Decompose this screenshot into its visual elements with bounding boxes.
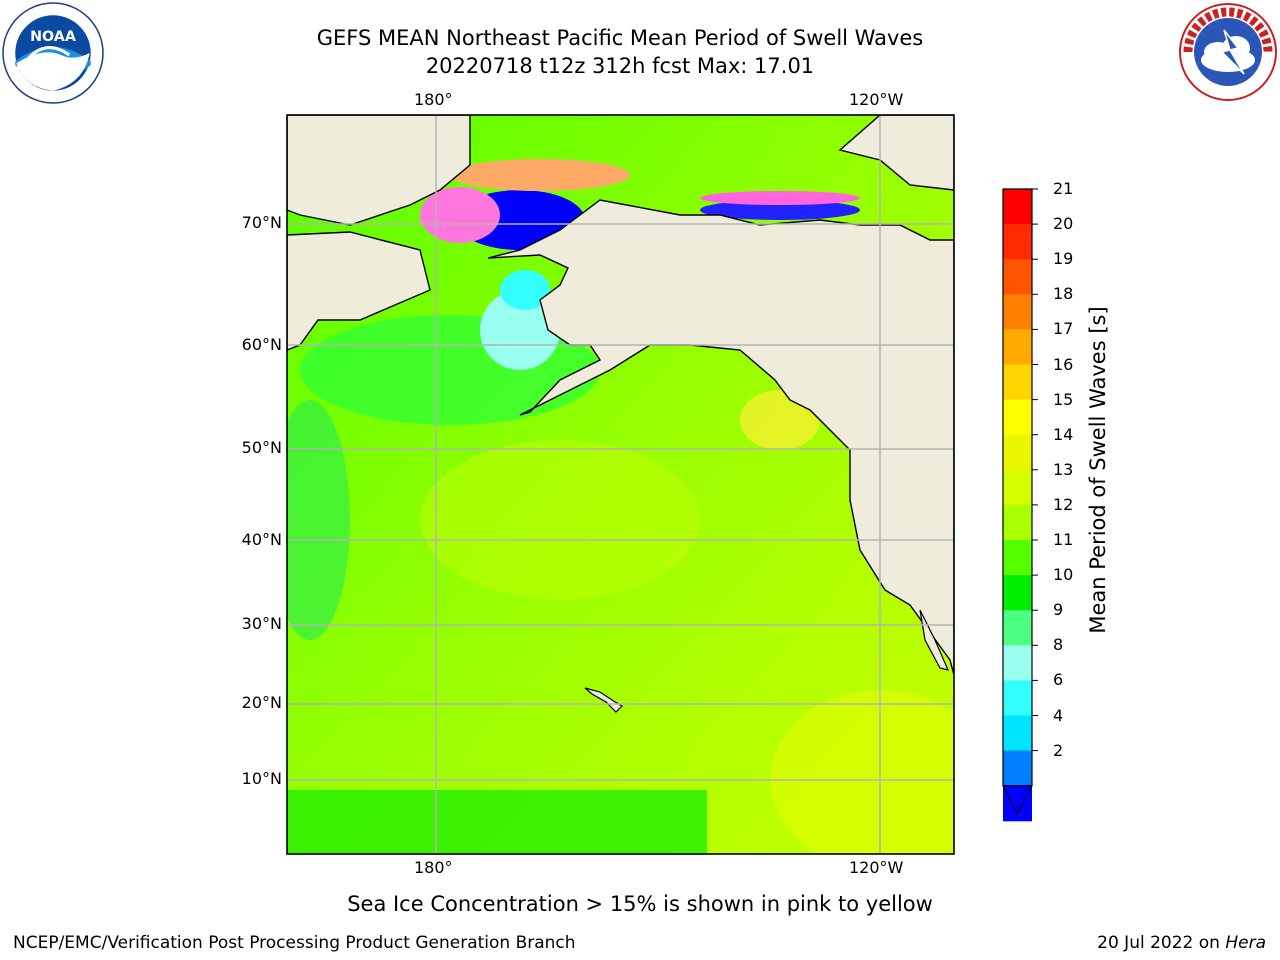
lat-label-10n: 10°N	[241, 769, 282, 788]
colorbar-segment	[1003, 434, 1032, 471]
east-pacific-long-period	[770, 690, 954, 854]
map-frame	[286, 114, 955, 855]
colorbar-tick-label: 18	[1053, 284, 1074, 304]
colorbar-segment	[1003, 575, 1032, 611]
colorbar-tick-label: 19	[1053, 249, 1074, 269]
lon-label-top-120w: 120°W	[849, 90, 904, 109]
colorbar-tick-label: 13	[1053, 459, 1074, 479]
lon-label-bottom-180: 180°	[414, 858, 453, 877]
chukchi-ice	[420, 187, 500, 243]
colorbar-segment	[1003, 329, 1032, 365]
run-date-text: 20 Jul 2022 on	[1097, 933, 1226, 953]
bering-shallow	[480, 290, 560, 370]
norton-sound	[500, 270, 550, 310]
beaufort-ice	[700, 191, 860, 205]
beaufort-sea	[700, 200, 860, 220]
land-siberia	[287, 115, 471, 226]
colorbar-tick-label: 11	[1053, 530, 1074, 549]
colorbar-segment	[1003, 645, 1032, 681]
colorbar-segment	[1003, 715, 1032, 752]
lat-label-30n: 30°N	[241, 614, 282, 633]
land-hawaii	[584, 687, 623, 713]
land-kamchatka	[287, 231, 431, 351]
lon-label-top-180: 180°	[414, 90, 453, 109]
tropical-band-short-period	[287, 790, 707, 854]
colorbar-segment	[1003, 224, 1032, 260]
map-subtitle: 20220718 t12z 312h fcst Max: 17.01	[425, 54, 815, 78]
midlat-long-period	[420, 440, 700, 600]
sea-ice-footnote: Sea Ice Concentration > 15% is shown in …	[347, 892, 933, 916]
colorbar-title: Mean Period of Swell Waves [s]	[1086, 306, 1110, 634]
colorbar-segment	[1003, 294, 1032, 330]
colorbar-tick-label: 6	[1053, 670, 1064, 690]
colorbar-tick-label: 14	[1053, 424, 1074, 444]
map-title: GEFS MEAN Northeast Pacific Mean Period …	[316, 26, 924, 50]
colorbar-segment	[1003, 680, 1032, 716]
ice-edge	[450, 159, 630, 191]
lon-label-bottom-120w: 120°W	[849, 858, 904, 877]
colorbar-tick-label: 20	[1053, 214, 1074, 234]
svg-text:NOAA: NOAA	[30, 29, 76, 45]
colorbar-frame	[1002, 188, 1033, 787]
lat-label-40n: 40°N	[241, 530, 282, 549]
credit-text: NCEP/EMC/Verification Post Processing Pr…	[13, 933, 576, 953]
colorbar-tick-label: 10	[1053, 565, 1074, 585]
map-area	[287, 115, 954, 854]
colorbar-tick-label: 17	[1053, 319, 1074, 339]
colorbar-tick-label: 8	[1053, 635, 1064, 655]
colorbar-segment	[1003, 364, 1032, 401]
colorbar-segment	[1003, 259, 1032, 295]
run-host: Hera	[1225, 933, 1266, 953]
colorbar-segment	[1003, 540, 1032, 576]
lat-label-60n: 60°N	[241, 335, 282, 354]
noaa-logo: NOAA	[2, 2, 104, 104]
colorbar-segment	[1003, 399, 1032, 436]
colorbar-tick-label: 4	[1053, 705, 1064, 725]
lat-label-70n: 70°N	[241, 213, 282, 232]
graticule	[287, 115, 954, 854]
colorbar-tick-label: 12	[1053, 494, 1074, 514]
nws-logo	[1179, 3, 1277, 101]
colorbar-segment	[1003, 189, 1032, 225]
colorbar	[1002, 188, 1038, 822]
run-date: 20 Jul 2022 on Hera	[1097, 933, 1266, 953]
colorbar-tick-label: 21	[1053, 179, 1074, 198]
colorbar-tick-label: 15	[1053, 389, 1074, 409]
colorbar-segment	[1003, 469, 1032, 506]
colorbar-segment	[1003, 610, 1032, 646]
west-mid-band	[287, 400, 350, 640]
colorbar-segment	[1003, 750, 1032, 787]
lat-label-20n: 20°N	[241, 693, 282, 712]
colorbar-tick-label: 9	[1053, 600, 1064, 620]
lat-label-50n: 50°N	[241, 438, 282, 457]
colorbar-tick-label: 16	[1053, 354, 1074, 374]
colorbar-tick-label: 2	[1053, 740, 1064, 760]
colorbar-segment	[1003, 504, 1032, 541]
